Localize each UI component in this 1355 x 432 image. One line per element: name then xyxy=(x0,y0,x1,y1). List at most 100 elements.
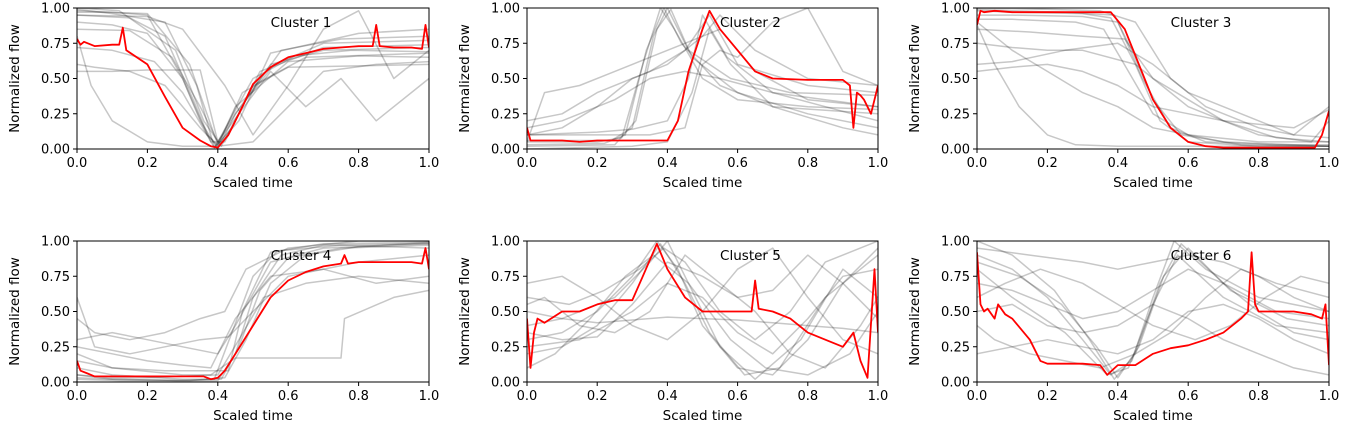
x-tick-label: 1.0 xyxy=(1319,156,1340,171)
background-series-line xyxy=(977,247,1329,379)
y-axis-label: Normalized flow xyxy=(7,24,23,133)
plot-area xyxy=(77,241,429,382)
chart-panel-3: 0.0 0.2 0.4 0.6 0.8 1.0 0.00 0.25 0.50 0.75 1.00 Sc… xyxy=(907,2,1339,192)
x-tick-label: 0.4 xyxy=(207,389,228,404)
background-series-line xyxy=(527,28,878,149)
y-tick-label: 0.50 xyxy=(41,72,70,87)
x-tick-label: 0.6 xyxy=(1178,389,1199,404)
x-tick-label: 1.0 xyxy=(868,389,889,404)
background-series-line xyxy=(77,254,429,355)
y-tick-label: 0.50 xyxy=(491,305,520,320)
cluster-title: Cluster 4 xyxy=(271,248,332,264)
y-tick-label: 0.50 xyxy=(941,305,970,320)
y-tick-label: 0.75 xyxy=(41,37,70,52)
chart-panel-1: 0.0 0.2 0.4 0.6 0.8 1.0 0.00 0.25 0.50 0.75 1.00 Sc… xyxy=(7,2,439,192)
background-series-line xyxy=(977,254,1329,376)
background-series-line xyxy=(77,244,429,382)
background-series-line xyxy=(527,70,878,129)
x-tick-label: 1.0 xyxy=(419,389,440,404)
background-series-line xyxy=(977,8,1329,139)
x-tick-label: 0.8 xyxy=(797,156,818,171)
y-tick-label: 1.00 xyxy=(491,235,520,250)
x-tick-label: 0.2 xyxy=(1037,156,1058,171)
y-tick-label: 0.00 xyxy=(41,143,70,158)
x-axis-label: Scaled time xyxy=(663,408,743,424)
background-series-line xyxy=(977,28,1329,143)
x-tick-label: 0.0 xyxy=(517,389,538,404)
y-tick-label: 1.00 xyxy=(941,235,970,250)
background-series-line xyxy=(527,8,878,142)
background-series-line xyxy=(77,243,429,355)
x-tick-label: 1.0 xyxy=(419,156,440,171)
y-tick-label: 0.25 xyxy=(491,340,520,355)
chart-panel-5: 0.0 0.2 0.4 0.6 0.8 1.0 0.00 0.25 0.50 0.75 1.00 Sc… xyxy=(457,235,888,425)
background-series-line xyxy=(977,268,1329,341)
background-series-line xyxy=(527,241,878,341)
x-tick-label: 0.6 xyxy=(727,156,748,171)
background-series-line xyxy=(77,275,429,379)
background-series-line xyxy=(77,11,429,146)
chart-panel-4: 0.0 0.2 0.4 0.6 0.8 1.0 0.00 0.25 0.50 0.75 1.00 Sc… xyxy=(7,235,439,425)
background-series-line xyxy=(77,10,429,149)
plot-area xyxy=(977,241,1329,380)
y-tick-label: 0.25 xyxy=(941,340,970,355)
y-tick-label: 0.50 xyxy=(941,72,970,87)
y-tick-label: 0.00 xyxy=(491,143,520,158)
background-series-line xyxy=(77,69,429,143)
background-series-line xyxy=(527,254,878,376)
cluster-title: Cluster 6 xyxy=(1171,248,1232,264)
background-series-line xyxy=(977,14,1329,146)
background-series-line xyxy=(527,268,878,355)
x-tick-label: 0.2 xyxy=(587,156,608,171)
background-series-line xyxy=(527,241,878,376)
x-tick-label: 0.0 xyxy=(967,389,988,404)
background-series-line xyxy=(527,14,878,136)
y-tick-label: 0.50 xyxy=(41,305,70,320)
y-tick-label: 0.75 xyxy=(41,270,70,285)
background-series-line xyxy=(977,42,1329,136)
highlight-series-line xyxy=(77,247,429,381)
background-series-line xyxy=(527,8,878,136)
background-series-line xyxy=(527,14,878,136)
y-tick-label: 0.75 xyxy=(941,37,970,52)
highlight-series-line xyxy=(977,9,1329,149)
x-tick-label: 1.0 xyxy=(1319,389,1340,404)
y-tick-label: 0.25 xyxy=(41,107,70,122)
y-tick-label: 0.75 xyxy=(941,270,970,285)
x-tick-label: 0.8 xyxy=(348,389,369,404)
background-series-line xyxy=(77,63,429,147)
background-series-line xyxy=(77,241,429,341)
highlight-series-line xyxy=(977,251,1329,376)
y-tick-label: 1.00 xyxy=(941,2,970,17)
x-tick-label: 0.2 xyxy=(137,156,158,171)
y-axis-label: Normalized flow xyxy=(7,257,23,366)
background-series-line xyxy=(77,28,429,143)
y-tick-label: 0.00 xyxy=(941,376,970,391)
plot-area xyxy=(977,8,1329,149)
background-series-line xyxy=(977,21,1329,147)
background-series-line xyxy=(977,42,1329,143)
background-series-line xyxy=(77,10,429,136)
plot-area xyxy=(527,241,878,380)
background-series-line xyxy=(527,254,878,341)
x-tick-label: 0.6 xyxy=(1178,156,1199,171)
background-series-line xyxy=(527,316,878,334)
x-tick-label: 0.6 xyxy=(727,389,748,404)
x-tick-label: 0.4 xyxy=(1107,156,1128,171)
x-tick-label: 1.0 xyxy=(868,156,889,171)
background-series-line xyxy=(977,241,1329,376)
background-series-line xyxy=(527,8,878,147)
background-series-line xyxy=(527,28,878,143)
y-tick-label: 1.00 xyxy=(41,2,70,17)
x-tick-label: 0.0 xyxy=(67,389,88,404)
cluster-title: Cluster 3 xyxy=(1171,15,1232,31)
x-tick-label: 0.4 xyxy=(207,156,228,171)
highlight-series-line xyxy=(77,23,429,149)
x-tick-label: 0.4 xyxy=(657,389,678,404)
background-series-line xyxy=(977,268,1329,341)
x-axis-label: Scaled time xyxy=(213,175,293,191)
background-series-line xyxy=(977,241,1329,380)
background-series-line xyxy=(977,18,1329,143)
y-tick-label: 1.00 xyxy=(491,2,520,17)
